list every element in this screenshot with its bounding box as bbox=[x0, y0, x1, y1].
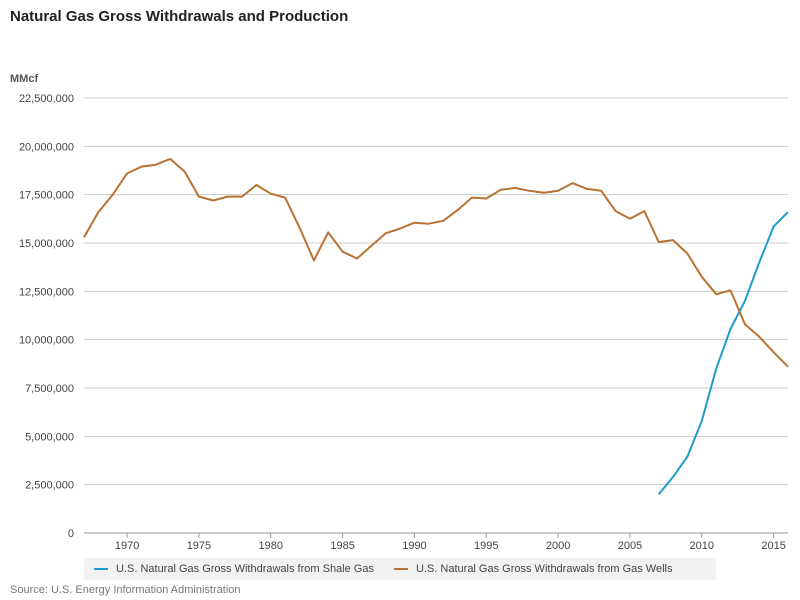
y-tick-label: 10,000,000 bbox=[19, 335, 74, 347]
x-tick-label: 2000 bbox=[546, 540, 570, 552]
y-tick-label: 22,500,000 bbox=[19, 93, 74, 105]
x-tick-label: 2015 bbox=[761, 540, 785, 552]
y-axis-unit-label: MMcf bbox=[10, 73, 39, 85]
source-note: Source: U.S. Energy Information Administ… bbox=[10, 584, 241, 596]
x-tick-label: 1975 bbox=[187, 540, 211, 552]
y-tick-label: 12,500,000 bbox=[19, 286, 74, 298]
x-tick-label: 1985 bbox=[330, 540, 354, 552]
chart-title: Natural Gas Gross Withdrawals and Produc… bbox=[10, 8, 349, 25]
y-tick-label: 0 bbox=[68, 528, 74, 540]
legend-label-shale-gas: U.S. Natural Gas Gross Withdrawals from … bbox=[116, 563, 374, 575]
x-tick-label: 1970 bbox=[115, 540, 139, 552]
series-line-gas-wells bbox=[83, 157, 789, 368]
legend-label-gas-wells: U.S. Natural Gas Gross Withdrawals from … bbox=[415, 563, 673, 575]
y-tick-label: 17,500,000 bbox=[19, 190, 74, 202]
legend-item-gas-wells[interactable]: U.S. Natural Gas Gross Withdrawals from … bbox=[393, 563, 673, 575]
legend-swatch-shale-gas bbox=[94, 568, 108, 570]
y-tick-label: 5,000,000 bbox=[25, 431, 74, 443]
x-tick-label: 2005 bbox=[618, 540, 642, 552]
chart-legend: U.S. Natural Gas Gross Withdrawals from … bbox=[84, 558, 716, 580]
x-tick-label: 1980 bbox=[259, 540, 283, 552]
y-tick-label: 15,000,000 bbox=[19, 238, 74, 250]
x-tick-label: 2010 bbox=[690, 540, 714, 552]
x-tick-label: 1990 bbox=[402, 540, 426, 552]
legend-item-shale-gas[interactable]: U.S. Natural Gas Gross Withdrawals from … bbox=[94, 563, 374, 575]
y-tick-label: 7,500,000 bbox=[25, 383, 74, 395]
y-tick-label: 20,000,000 bbox=[19, 141, 74, 153]
series-line-shale-gas bbox=[657, 211, 789, 495]
legend-swatch-gas-wells bbox=[393, 568, 408, 570]
line-chart: 0 2,500,000 5,000,000 7,500,000 10,000,000 12… bbox=[19, 93, 789, 552]
y-tick-label: 2,500,000 bbox=[25, 480, 74, 492]
x-tick-label: 1995 bbox=[474, 540, 498, 552]
